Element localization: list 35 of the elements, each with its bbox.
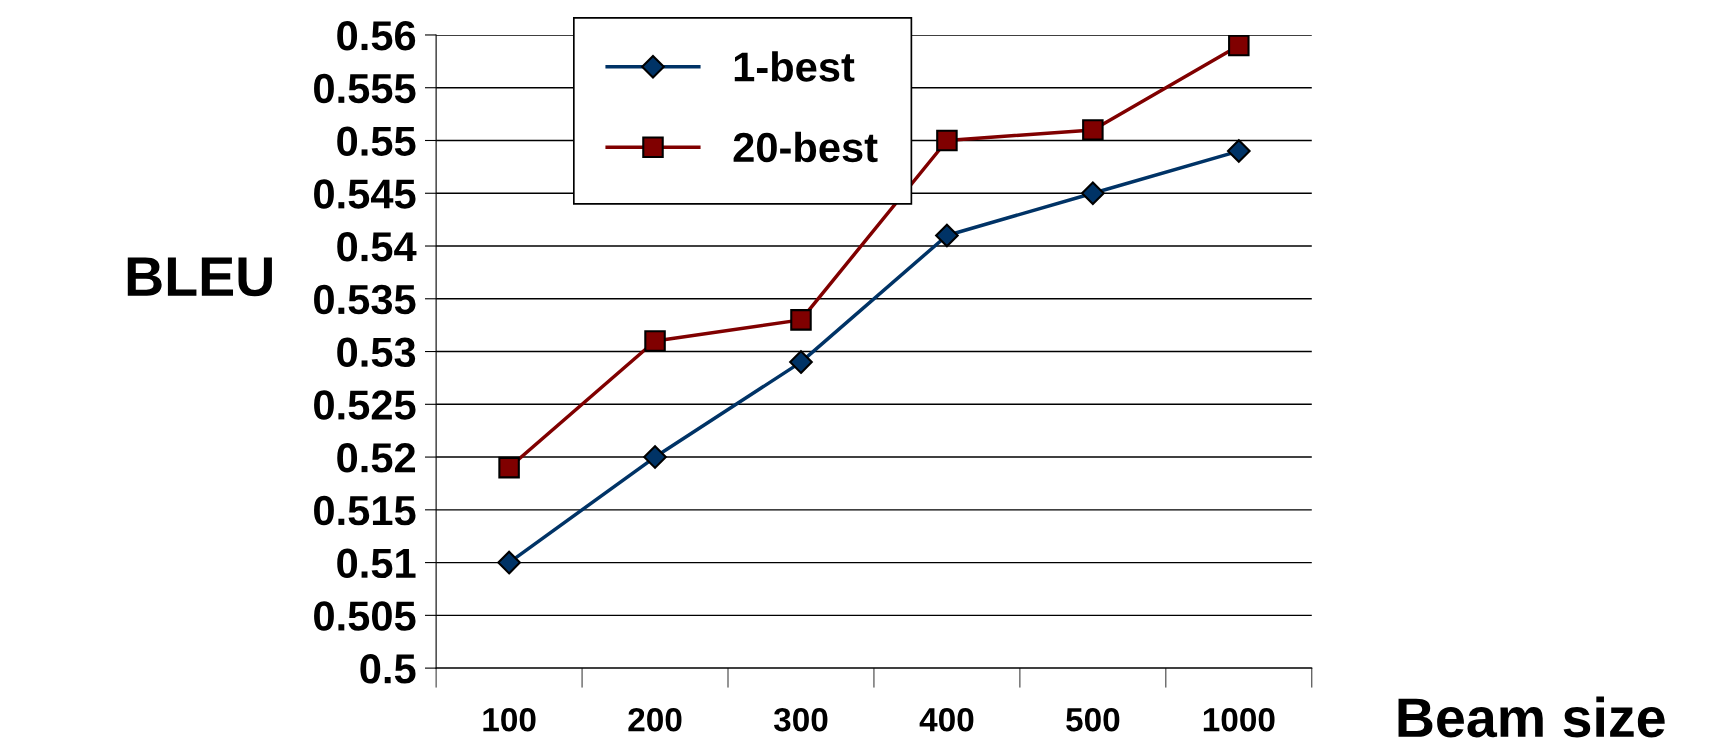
point [644,330,666,352]
y-tick-label: 0.555 [314,73,416,104]
y-tick-label: 0.535 [314,284,416,315]
legend-label: 20-best [733,131,878,163]
point [497,550,521,575]
y-tick-label: 0.52 [337,443,416,473]
point [498,456,520,479]
x-axis-title: Beam size [1398,696,1665,738]
point [1082,119,1104,141]
y-tick-label: 0.505 [314,601,416,631]
x-tick-label: 200 [628,707,682,732]
legend-label: 1-best [734,51,855,82]
point [790,309,812,331]
x-tick-label: 1000 [1203,707,1275,732]
point [1081,181,1105,206]
y-tick-label: 0.54 [337,232,417,262]
x-tick-label: 100 [483,707,536,732]
x-tick-label: 300 [773,707,828,732]
x-tick-label: 500 [1066,707,1120,732]
point [643,445,667,469]
point [936,129,958,152]
y-tick-label: 0.515 [314,495,416,526]
y-axis-title: BLEU [127,257,272,297]
point [935,223,959,248]
x-tick-label: 400 [919,707,974,732]
point [1228,34,1250,57]
y-tick-label: 0.56 [337,20,416,51]
point [789,350,813,374]
y-tick-label: 0.5 [360,654,416,684]
y-tick-label: 0.545 [314,179,416,209]
y-tick-label: 0.525 [314,390,416,420]
y-tick-label: 0.53 [337,337,416,368]
y-tick-label: 0.55 [337,126,416,156]
y-tick-label: 0.51 [337,548,416,579]
point [1226,139,1251,163]
